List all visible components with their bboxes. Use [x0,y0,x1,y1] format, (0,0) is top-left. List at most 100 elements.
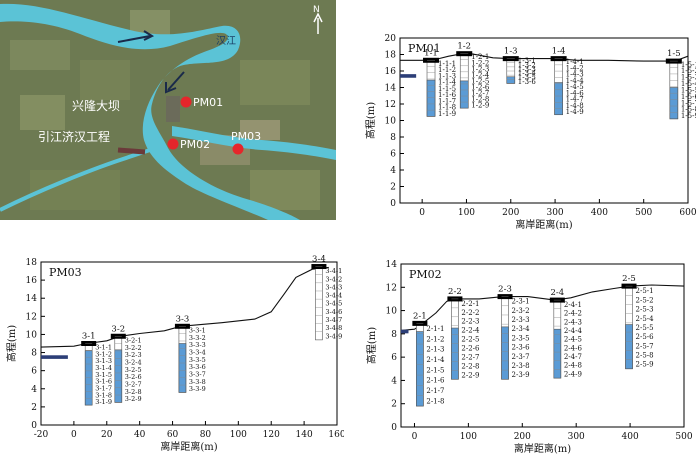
borehole-saturated-zone [506,76,516,84]
borehole-saturated-zone [669,87,679,120]
sample-label: 3-4-4 [325,292,342,300]
sample-label: 1-4-6 [566,89,585,97]
y-tick-label: 0 [31,421,37,431]
sample-label: 1-1-5 [438,85,456,93]
sample-label: 3-1-5 [95,371,112,379]
sample-label: 1-1-7 [438,97,456,105]
y-tick-label: 12 [386,283,397,293]
map-svg: N 汉江 兴隆大坝 引江济汉工程 PM01 PM02 PM03 [0,0,336,220]
sample-label: 2-4-2 [564,310,582,318]
sample-label: 2-3-4 [512,325,531,333]
sample-label: 1-5-8 [681,106,696,114]
sample-label: 1-2-1 [471,53,489,61]
y-tick-label: 2 [391,400,397,410]
dam [166,96,180,122]
sample-label: 2-1-1 [426,325,444,333]
sample-label: 3-4-3 [325,283,342,291]
y-tick-label: 14 [385,84,397,94]
sample-label: 1-2-8 [471,96,489,104]
sample-label: 1-1-3 [438,72,456,80]
sample-label: 2-1-8 [426,397,444,405]
borehole-label: 1-2 [457,42,471,52]
y-tick-label: 18 [26,258,38,268]
pm03-chart-svg: -20 0 20 40 60 80 100 120 140 160024681012141618P… [5,255,344,453]
y-tick-label: 12 [26,312,37,322]
sample-label: 1-5-5 [681,86,696,94]
sample-label: 3-1-8 [95,391,112,399]
borehole-saturated-zone [426,79,436,117]
borehole-label: 3-2 [111,324,125,334]
sample-label: 2-5-7 [636,342,654,350]
sample-label: 1-2-5 [471,77,489,85]
sample-label: 2-2-3 [461,318,479,326]
x-tick-label: 0 [71,430,77,440]
sample-label: 1-4-5 [566,83,584,91]
sample-label: 3-3-2 [189,334,206,342]
sample-label: 2-2-2 [461,309,479,317]
pm01-marker [180,96,192,108]
y-axis-label: 高程(m) [364,102,377,139]
sample-label: 2-4-8 [564,362,582,370]
y-tick-label: 4 [391,376,397,386]
y-tick-label: 8 [390,133,396,143]
y-tick-label: 12 [385,100,396,110]
sample-label: 1-1-8 [438,104,456,112]
sample-label: 3-3-6 [189,363,206,371]
sample-label: 1-2-4 [471,71,490,79]
dam-label: 兴隆大坝 [72,98,120,113]
x-tick-label: 200 [502,208,519,218]
pm01-chart-svg: 0 100 200 300 400 500 600 0 2 4 6 8 10 12 14 16 18 20 PM01… [364,34,696,230]
borehole-label: 2-1 [413,311,427,321]
x-tick-label: 40 [134,430,146,440]
borehole-label: 3-1 [82,332,96,342]
sample-label: 3-2-8 [125,388,142,396]
sample-label: 3-3-1 [189,326,206,334]
sample-label: 1-5-4 [681,80,696,88]
sample-label: 1-4-3 [566,71,584,79]
y-tick-label: 8 [391,330,397,340]
x-tick-label: 160 [328,430,344,440]
borehole-saturated-zone [459,80,469,109]
ground-surface-line [400,52,689,62]
sample-label: 3-3-4 [189,349,206,357]
sample-label: 2-5-2 [636,296,654,304]
sample-label: 3-2-2 [125,344,142,352]
sample-label: 2-2-8 [461,362,479,370]
borehole-saturated-zone [554,82,563,116]
north-arrow: N [313,5,323,34]
y-tick-label: 16 [26,276,38,286]
water-level-marker [400,74,417,78]
river-label: 汉江 [216,35,236,47]
borehole-label: 1-5 [667,49,681,59]
sample-label: 1-3-6 [518,78,537,86]
x-tick-label: 400 [622,432,639,442]
sample-label: 2-2-5 [461,336,479,344]
satellite-map: N 汉江 兴隆大坝 引江济汉工程 PM01 PM02 PM03 [0,0,336,220]
y-tick-label: 4 [390,166,396,176]
sample-label: 3-4-5 [325,300,342,308]
profile-chart-pm02: 0 100 200 300 400 500 0 2 4 6 8 10 12 14 PM02 离岸距离(m) 高程… [356,244,696,454]
chart-title: PM02 [409,268,442,281]
sample-label: 3-1-2 [95,350,112,358]
sample-label: 1-1-9 [438,110,456,118]
pm02-marker [167,138,179,150]
x-tick-label: 100 [460,432,477,442]
sample-label: 2-1-3 [426,346,444,354]
sample-label: 1-2-3 [471,65,489,73]
x-tick-label: 20 [101,430,113,440]
tributary [172,126,336,160]
borehole-saturated-zone [451,327,459,380]
sample-label: 3-2-6 [125,373,142,381]
x-tick-label: -20 [34,430,49,440]
x-axis-label: 离岸距离(m) [515,218,572,230]
sample-label: 2-3-9 [512,371,530,379]
sample-label: 2-2-7 [461,353,479,361]
sample-label: 1-1-2 [438,66,456,74]
borehole-label: 2-4 [550,288,564,298]
sample-label: 1-5-3 [681,74,696,82]
x-tick-label: 80 [200,430,212,440]
sample-label: 3-4-6 [325,308,342,316]
sample-label: 2-3-2 [512,307,530,315]
sample-label: 3-1-9 [95,398,112,406]
sample-label: 1-4-8 [566,102,584,110]
